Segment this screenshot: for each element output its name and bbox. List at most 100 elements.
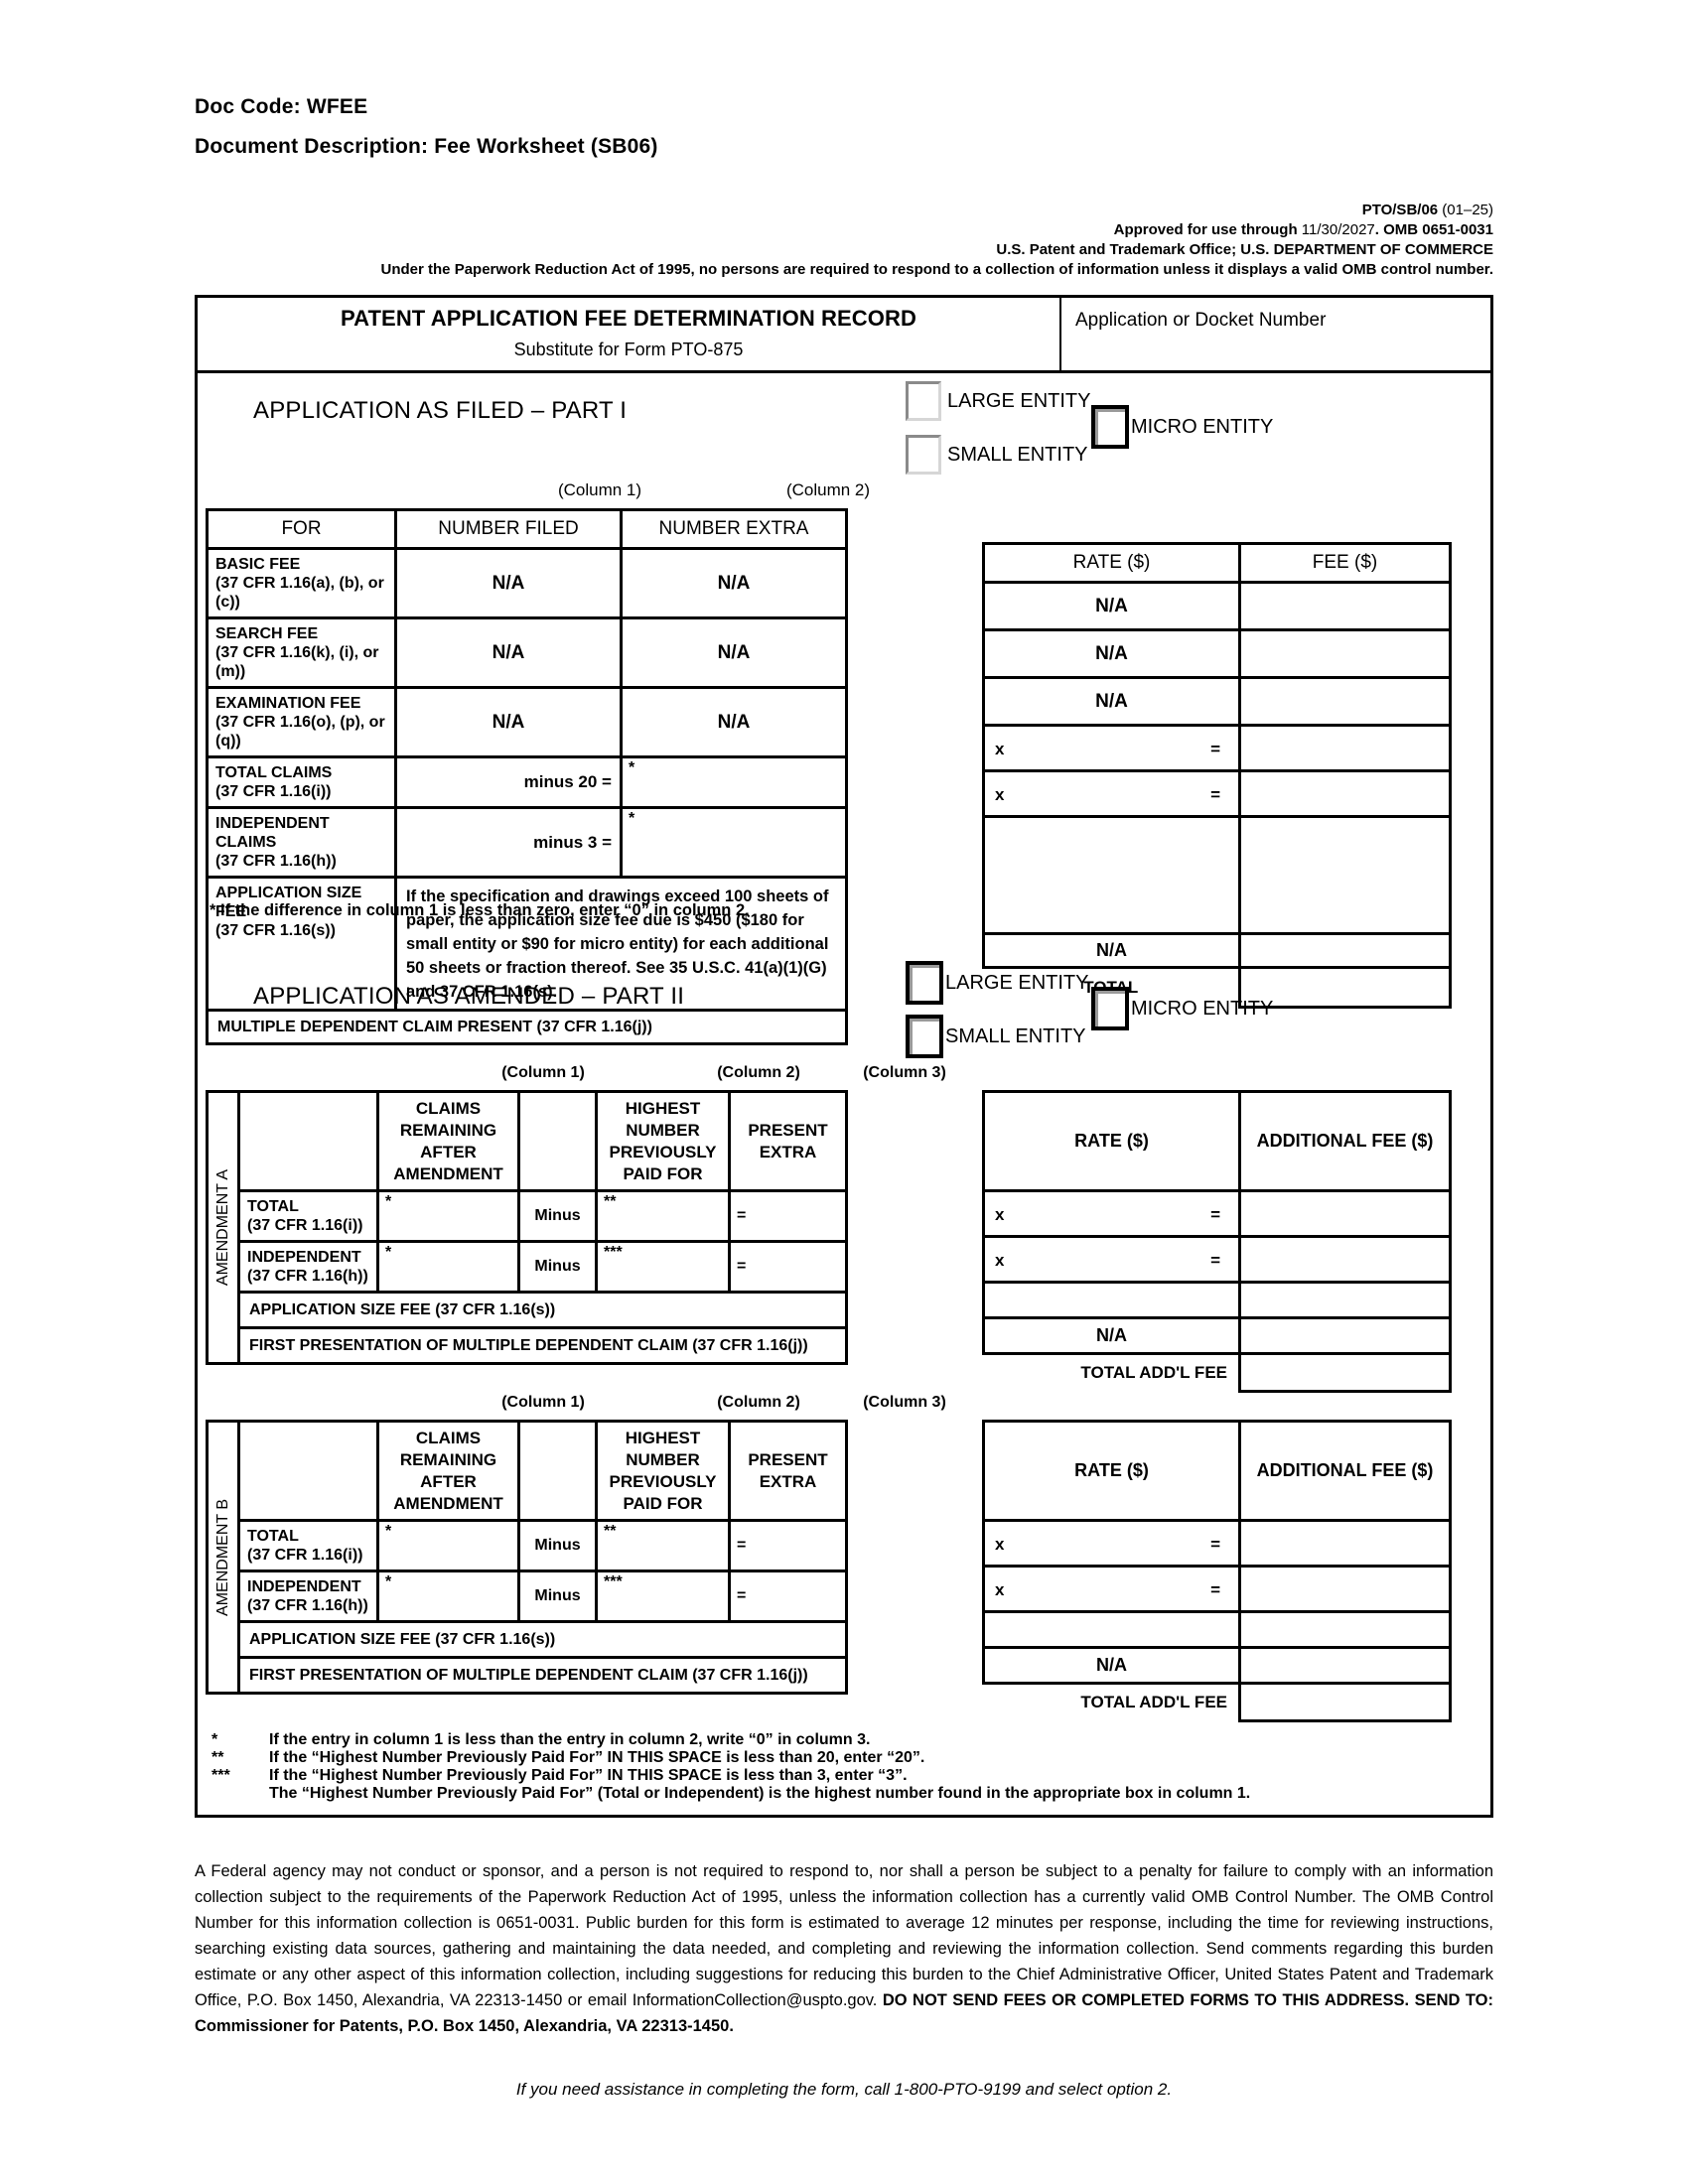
table-row: x = <box>982 1519 1452 1568</box>
amendment-a-first-presentation-fee-input[interactable] <box>1238 1316 1452 1355</box>
amendment-b-app-size-fee-input[interactable] <box>1238 1610 1452 1649</box>
amendment-a-present-extra-header: PRESENT EXTRA <box>748 1120 828 1161</box>
form-number-line: PTO/SB/06 (01–25) <box>1361 202 1493 218</box>
row-rate-multiply-symbol: x <box>995 1535 1005 1554</box>
part1-micro-entity-row[interactable]: MICRO ENTITY <box>1091 405 1273 449</box>
row-fee-input[interactable] <box>1238 724 1452 772</box>
multiple-dependent-rate: N/A <box>1096 940 1127 960</box>
amendment-a-app-size-fee-input[interactable] <box>1238 1281 1452 1319</box>
amendment-a-tables: AMENDMENT A CLAIMS REMAINING AFTER AMEND… <box>198 1090 1490 1393</box>
row-rate-multiply-symbol: x <box>995 740 1005 758</box>
row-fee-input[interactable] <box>1238 581 1452 631</box>
table-row-app-size-fee <box>982 1610 1452 1649</box>
amendment-b-total-input[interactable] <box>1238 1682 1452 1722</box>
row-col3-value[interactable]: = <box>737 1258 747 1275</box>
paperwork-notice-line: Under the Paperwork Reduction Act of 199… <box>380 261 1493 278</box>
footnote-item: *** If the “Highest Number Previously Pa… <box>211 1767 1490 1785</box>
part1-small-entity-label: SMALL ENTITY <box>947 443 1088 466</box>
row-fee-input[interactable] <box>1238 628 1452 679</box>
legal-bold-1: DO NOT SEND FEES OR COMPLETED FORMS TO T… <box>882 1991 1410 2009</box>
row-col2-value[interactable]: * <box>629 759 635 776</box>
checkbox-icon[interactable] <box>906 381 941 421</box>
part1-large-entity-row[interactable]: LARGE ENTITY <box>906 381 1090 421</box>
row-name: EXAMINATION FEE <box>215 695 361 712</box>
row-minus-label: Minus <box>534 1258 581 1275</box>
table-row: TOTAL (37 CFR 1.16(i)) * Minus ** = <box>208 1189 848 1243</box>
row-additional-fee-input[interactable] <box>1238 1565 1452 1613</box>
checkbox-icon[interactable] <box>1091 987 1129 1030</box>
row-name: INDEPENDENT <box>247 1578 361 1595</box>
row-col3-value[interactable]: = <box>737 1207 747 1224</box>
row-col1-value[interactable]: * <box>385 1244 392 1261</box>
part2-heading: APPLICATION AS AMENDED – PART II <box>253 983 685 1010</box>
approval-date-line: Approved for use through 11/30/2027. OMB… <box>1113 221 1493 238</box>
table-row: x = <box>982 1189 1452 1238</box>
row-col3-value[interactable]: = <box>737 1587 747 1604</box>
row-additional-fee-input[interactable] <box>1238 1519 1452 1568</box>
table-row: N/A <box>982 628 1452 679</box>
amendment-b-first-presentation-fee-input[interactable] <box>1238 1646 1452 1685</box>
app-size-fee-input[interactable] <box>1238 815 1452 935</box>
row-col1-value[interactable]: * <box>385 1523 392 1540</box>
amendment-a-additional-fee-header: ADDITIONAL FEE ($) <box>1256 1131 1434 1151</box>
row-additional-fee-input[interactable] <box>1238 1235 1452 1284</box>
row-fee-input[interactable] <box>1238 769 1452 818</box>
row-col1-value[interactable]: minus 3 = <box>533 832 612 852</box>
amendment-b-col1-marker: (Column 1) <box>501 1394 585 1411</box>
part1-small-entity-row[interactable]: SMALL ENTITY <box>906 435 1088 475</box>
part1-total-input[interactable] <box>1238 966 1452 1009</box>
checkbox-icon[interactable] <box>906 1015 943 1058</box>
amendment-b-present-extra-header: PRESENT EXTRA <box>748 1449 828 1491</box>
amendment-b-rate-header: RATE ($) <box>1074 1460 1149 1480</box>
part2-footnotes: * If the entry in column 1 is less than … <box>198 1717 1490 1815</box>
row-col2-value[interactable]: ** <box>604 1193 617 1210</box>
row-col1-value[interactable]: * <box>385 1193 392 1210</box>
app-size-fee-rate-input[interactable] <box>982 815 1241 935</box>
amendment-a-app-size-fee-rate-input[interactable] <box>982 1281 1241 1319</box>
legal-body: A Federal agency may not conduct or spon… <box>195 1862 1493 2009</box>
footnote-mark: ** <box>211 1749 224 1766</box>
table-header-row: RATE ($) ADDITIONAL FEE ($) <box>982 1420 1452 1522</box>
table-row-first-presentation: FIRST PRESENTATION OF MULTIPLE DEPENDENT… <box>208 1656 848 1695</box>
table-header-row: AMENDMENT A CLAIMS REMAINING AFTER AMEND… <box>206 1090 848 1365</box>
row-col1-value[interactable]: * <box>385 1573 392 1590</box>
part2-large-entity-row[interactable]: LARGE ENTITY <box>906 961 1088 1005</box>
checkbox-icon[interactable] <box>906 961 943 1005</box>
row-name: APPLICATION SIZE FEE <box>215 885 362 920</box>
row-col1-value[interactable]: minus 20 = <box>523 772 612 791</box>
multiple-dependent-fee-input[interactable] <box>1238 932 1452 969</box>
amendment-b-app-size-fee-rate-input[interactable] <box>982 1610 1241 1649</box>
footnote-text: If the entry in column 1 is less than th… <box>269 1731 871 1748</box>
row-rate-equals-symbol: = <box>1210 740 1220 758</box>
app-size-fee-text: If the specification and drawings exceed… <box>406 887 829 1001</box>
form-subtitle: Substitute for Form PTO-875 <box>513 340 744 359</box>
row-additional-fee-input[interactable] <box>1238 1189 1452 1238</box>
row-name: TOTAL <box>247 1528 299 1545</box>
checkbox-icon[interactable] <box>906 435 941 475</box>
row-col2-value[interactable]: * <box>629 810 635 827</box>
row-col3-value[interactable]: = <box>737 1537 747 1554</box>
table-row: INDEPENDENT (37 CFR 1.16(h)) * Minus *** … <box>208 1570 848 1623</box>
row-name: INDEPENDENT <box>247 1249 361 1266</box>
checkbox-icon[interactable] <box>1091 405 1129 449</box>
amendment-a-total-input[interactable] <box>1238 1352 1452 1393</box>
part2-small-entity-row[interactable]: SMALL ENTITY <box>906 1015 1086 1058</box>
amendment-b-col3-marker: (Column 3) <box>863 1394 946 1411</box>
row-rate-multiply-symbol: x <box>995 1251 1005 1270</box>
application-docket-number-field[interactable]: Application or Docket Number <box>1075 310 1327 331</box>
table-row: x = <box>982 1235 1452 1284</box>
amendment-a-highest-number-header: HIGHEST NUMBER PREVIOUSLY PAID FOR <box>609 1098 717 1183</box>
part2-micro-entity-row[interactable]: MICRO ENTITY <box>1091 987 1273 1030</box>
part1-number-extra-header: NUMBER EXTRA <box>658 518 809 539</box>
row-col2-value[interactable]: *** <box>604 1244 623 1261</box>
row-col2-value[interactable]: *** <box>604 1573 623 1590</box>
row-col2-value[interactable]: ** <box>604 1523 617 1540</box>
part1-left-table: FOR NUMBER FILED NUMBER EXTRA BASIC FEE (… <box>206 508 848 1045</box>
row-fee-input[interactable] <box>1238 676 1452 727</box>
amendment-a-rate-header: RATE ($) <box>1074 1131 1149 1151</box>
row-rate-multiply-symbol: x <box>995 1205 1005 1224</box>
table-row: EXAMINATION FEE (37 CFR 1.16(o), (p), or … <box>206 686 848 758</box>
footnote-item: The “Highest Number Previously Paid For”… <box>211 1785 1490 1803</box>
table-row-first-presentation: N/A <box>982 1646 1452 1685</box>
